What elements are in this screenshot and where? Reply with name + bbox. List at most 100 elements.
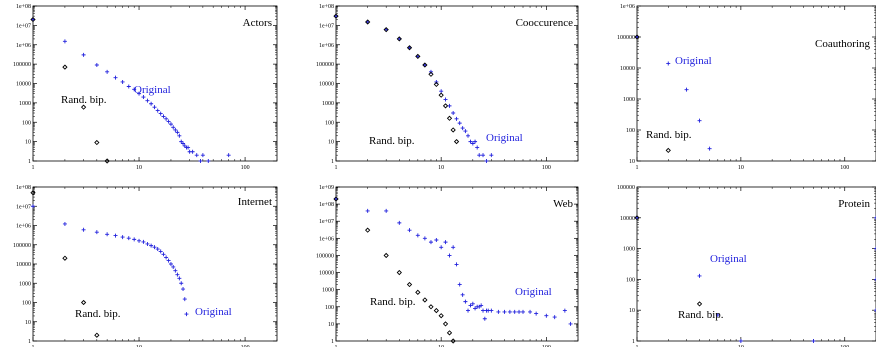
chart-title: Cooccurence (516, 17, 574, 29)
randbip-point (333, 196, 339, 202)
original-point (666, 61, 671, 66)
randbip-point (94, 139, 100, 146)
original-point (460, 126, 465, 131)
x-tick-label: 100 (542, 165, 551, 171)
original-point (155, 108, 160, 113)
y-tick-label: 100000 (617, 35, 635, 41)
chart-panel-5: 1 10 100 1000 10000 100000 1e+06 1e+07 1e+08 1e+0… (316, 185, 579, 347)
original-point (152, 245, 157, 250)
y-tick-label: 1000 (19, 101, 31, 107)
original-point (481, 308, 486, 313)
original-point (407, 228, 412, 233)
original-point (484, 159, 489, 163)
original-point (164, 116, 169, 121)
y-tick-label: 1000 (623, 247, 635, 253)
original-point (149, 101, 154, 106)
y-tick-label: 10 (328, 140, 334, 146)
y-tick-label: 1e+09 (319, 185, 334, 191)
original-point (171, 125, 176, 130)
y-tick-label: 1 (331, 339, 334, 345)
original-point (463, 129, 468, 134)
x-tick-label: 10 (738, 165, 744, 171)
y-tick-label: 1e+08 (16, 4, 31, 10)
y-tick-label: 1e+07 (319, 219, 334, 225)
original-point (697, 118, 702, 123)
series-label-original: Original (134, 84, 171, 96)
y-tick-label: 1e+07 (16, 204, 31, 210)
original-point (415, 233, 420, 238)
original-point (179, 139, 184, 144)
y-tick-label: 100 (626, 277, 635, 283)
y-tick-label: 10 (328, 322, 334, 328)
randbip-point (696, 301, 703, 307)
plot-frame (636, 5, 876, 162)
original-point (126, 84, 131, 89)
plot-frame (636, 186, 876, 342)
original-point (31, 17, 35, 22)
original-point (186, 145, 191, 150)
original-point (684, 87, 689, 92)
randbip-point (442, 103, 449, 109)
y-tick-label: 100000 (13, 62, 31, 68)
original-point (384, 208, 389, 213)
original-point (454, 262, 459, 267)
original-point (521, 309, 526, 314)
original-point (152, 105, 157, 110)
original-point (811, 339, 816, 343)
x-tick-label: 100 (241, 165, 250, 171)
original-point (443, 97, 448, 102)
randbip-point (365, 19, 371, 25)
original-point (397, 220, 402, 225)
y-tick-label: 10 (629, 308, 635, 314)
original-point (158, 249, 163, 254)
original-point (161, 252, 166, 257)
original-point (707, 146, 712, 151)
original-point (489, 308, 494, 313)
original-point (874, 277, 876, 282)
original-point (365, 208, 370, 213)
x-tick-label: 10 (136, 165, 142, 171)
original-point (568, 321, 573, 326)
original-point (463, 299, 468, 304)
original-point (94, 63, 99, 68)
original-point (137, 238, 142, 243)
original-point (164, 255, 169, 260)
original-point (697, 273, 702, 278)
original-point (155, 247, 160, 252)
randbip-point (446, 115, 453, 121)
x-tick-label: 1 (335, 165, 338, 171)
randbip-point (442, 321, 449, 327)
original-point (113, 233, 118, 238)
y-tick-label: 100 (325, 120, 334, 126)
original-point (407, 45, 412, 50)
original-point (534, 311, 539, 316)
series-label-randbip: Rand. bip. (370, 296, 416, 308)
y-tick-label: 1e+06 (16, 43, 31, 49)
original-point (190, 149, 195, 154)
x-tick-label: 1 (636, 165, 639, 171)
original-point (137, 91, 142, 96)
original-point (439, 245, 444, 250)
original-point (447, 253, 452, 258)
original-point (715, 312, 720, 317)
original-point (200, 153, 205, 158)
y-tick-label: 1 (632, 339, 635, 345)
y-tick-label: 1 (331, 159, 334, 165)
y-tick-label: 1000 (623, 97, 635, 103)
y-tick-label: 100000 (617, 185, 635, 191)
original-point (479, 303, 484, 308)
randbip-point (383, 27, 389, 33)
original-point (428, 240, 433, 245)
x-tick-label: 100 (840, 345, 849, 347)
original-point (434, 237, 439, 242)
original-point (635, 215, 639, 220)
y-tick-label: 1 (28, 159, 31, 165)
original-point (94, 230, 99, 235)
original-point (81, 227, 86, 232)
original-point (517, 309, 522, 314)
x-tick-label: 10 (136, 345, 142, 347)
randbip-point (446, 330, 453, 336)
original-point (384, 27, 389, 32)
original-point (470, 301, 475, 306)
original-point (874, 246, 876, 251)
